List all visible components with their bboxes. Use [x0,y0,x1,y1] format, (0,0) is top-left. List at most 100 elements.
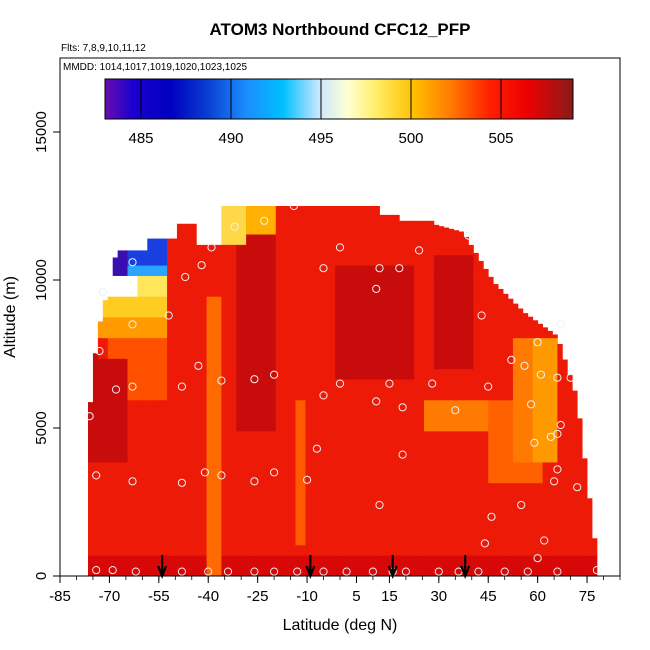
sample-point [520,361,529,370]
sample-point [319,391,328,400]
sample-point [207,243,216,252]
sample-point [484,382,493,391]
sample-point [131,567,140,576]
sample-point [177,567,186,576]
sample-point [111,385,121,394]
sample-point [92,566,101,575]
sample-point [517,500,526,510]
x-tick-label: 15 [381,588,398,605]
x-tick-label: -25 [247,588,269,605]
sample-point [250,375,259,384]
sample-point [303,475,312,484]
sample-point [270,370,279,379]
x-axis: -85 -70 -55 -40 -25 -10 5 15 30 45 60 75 [49,576,621,605]
y-tick-label: 15000 [33,111,50,153]
sample-point [553,373,562,382]
sample-point [230,222,239,231]
sample-point [270,468,279,477]
x-tick-label: -10 [296,588,318,605]
chart-title: ATOM3 Northbound CFC12_PFP [210,20,471,39]
sample-point [454,567,463,576]
sample-point [428,379,437,388]
sample-point [398,403,407,412]
x-tick-label: 5 [352,588,360,605]
sample-point [177,382,186,391]
sample-point [451,406,460,415]
heatmap-field [88,206,598,576]
sample-point [217,376,226,385]
y-tick-label: 0 [33,572,50,580]
sample-point [566,373,575,382]
y-axis: 0 5000 10000 15000 [33,111,60,580]
sample-point [546,432,555,441]
sample-point [464,231,473,240]
sample-point [592,566,602,575]
x-tick-label: 75 [579,588,596,605]
sample-point [197,261,206,270]
sample-point [573,483,582,492]
sample-point [85,412,94,421]
sample-point [204,567,213,576]
colorbar-tick-label: 500 [398,130,423,147]
colorbar-tick-label: 485 [128,130,153,147]
colorbar [104,78,574,120]
sample-point [128,258,137,267]
colorbar-ticks: 485 490 495 500 505 [128,79,514,147]
sample-point [223,567,233,576]
x-tick-label: -85 [49,588,71,605]
sample-point [415,246,424,255]
sample-point [553,429,562,438]
dates-subtitle: MMDD: 1014,1017,1019,1020,1023,1025 [63,62,247,73]
sample-point [260,216,269,225]
sample-point [108,566,117,575]
sample-point [536,370,546,379]
sample-point [289,201,298,211]
sample-point [319,567,328,576]
sample-point [477,311,486,320]
sample-point [177,478,186,487]
x-tick-label: -70 [99,588,121,605]
sample-point [200,468,209,477]
sample-point [434,567,443,576]
sample-point [95,346,104,356]
x-tick-label: -55 [148,588,170,605]
sample-point [530,438,539,447]
colorbar-tick-label: 490 [218,130,243,147]
sample-point [480,539,489,548]
y-tick-label: 5000 [33,411,50,444]
sample-point [523,567,532,576]
sample-point [500,567,509,576]
sample-point [312,444,321,453]
sample-point [368,567,377,576]
sample-point [319,264,328,273]
x-tick-label: -40 [197,588,219,605]
sample-point [474,567,483,576]
sample-point [375,264,384,273]
sample-point [181,272,190,282]
sample-point [527,400,536,409]
y-tick-label: 10000 [33,259,50,301]
sample-point [270,567,279,576]
sample-point [487,512,496,521]
colorbar-tick-label: 495 [308,130,333,147]
sample-point [372,397,381,406]
sample-point [335,379,345,388]
sample-point [128,320,137,329]
sample-point [92,471,101,480]
x-tick-label: 60 [529,588,546,605]
sample-point [395,264,404,273]
sample-point [553,567,562,576]
sample-point [250,567,259,576]
y-axis-label: Altitude (m) [2,276,19,358]
sample-point [293,567,302,576]
x-tick-label: 45 [480,588,497,605]
sample-point [250,477,259,486]
sample-point [401,567,410,576]
sample-point [556,320,565,329]
sample-point [164,311,173,320]
sample-point [556,420,565,430]
sample-point [194,361,203,370]
sample-point [550,477,559,486]
x-tick-label: 30 [430,588,447,605]
